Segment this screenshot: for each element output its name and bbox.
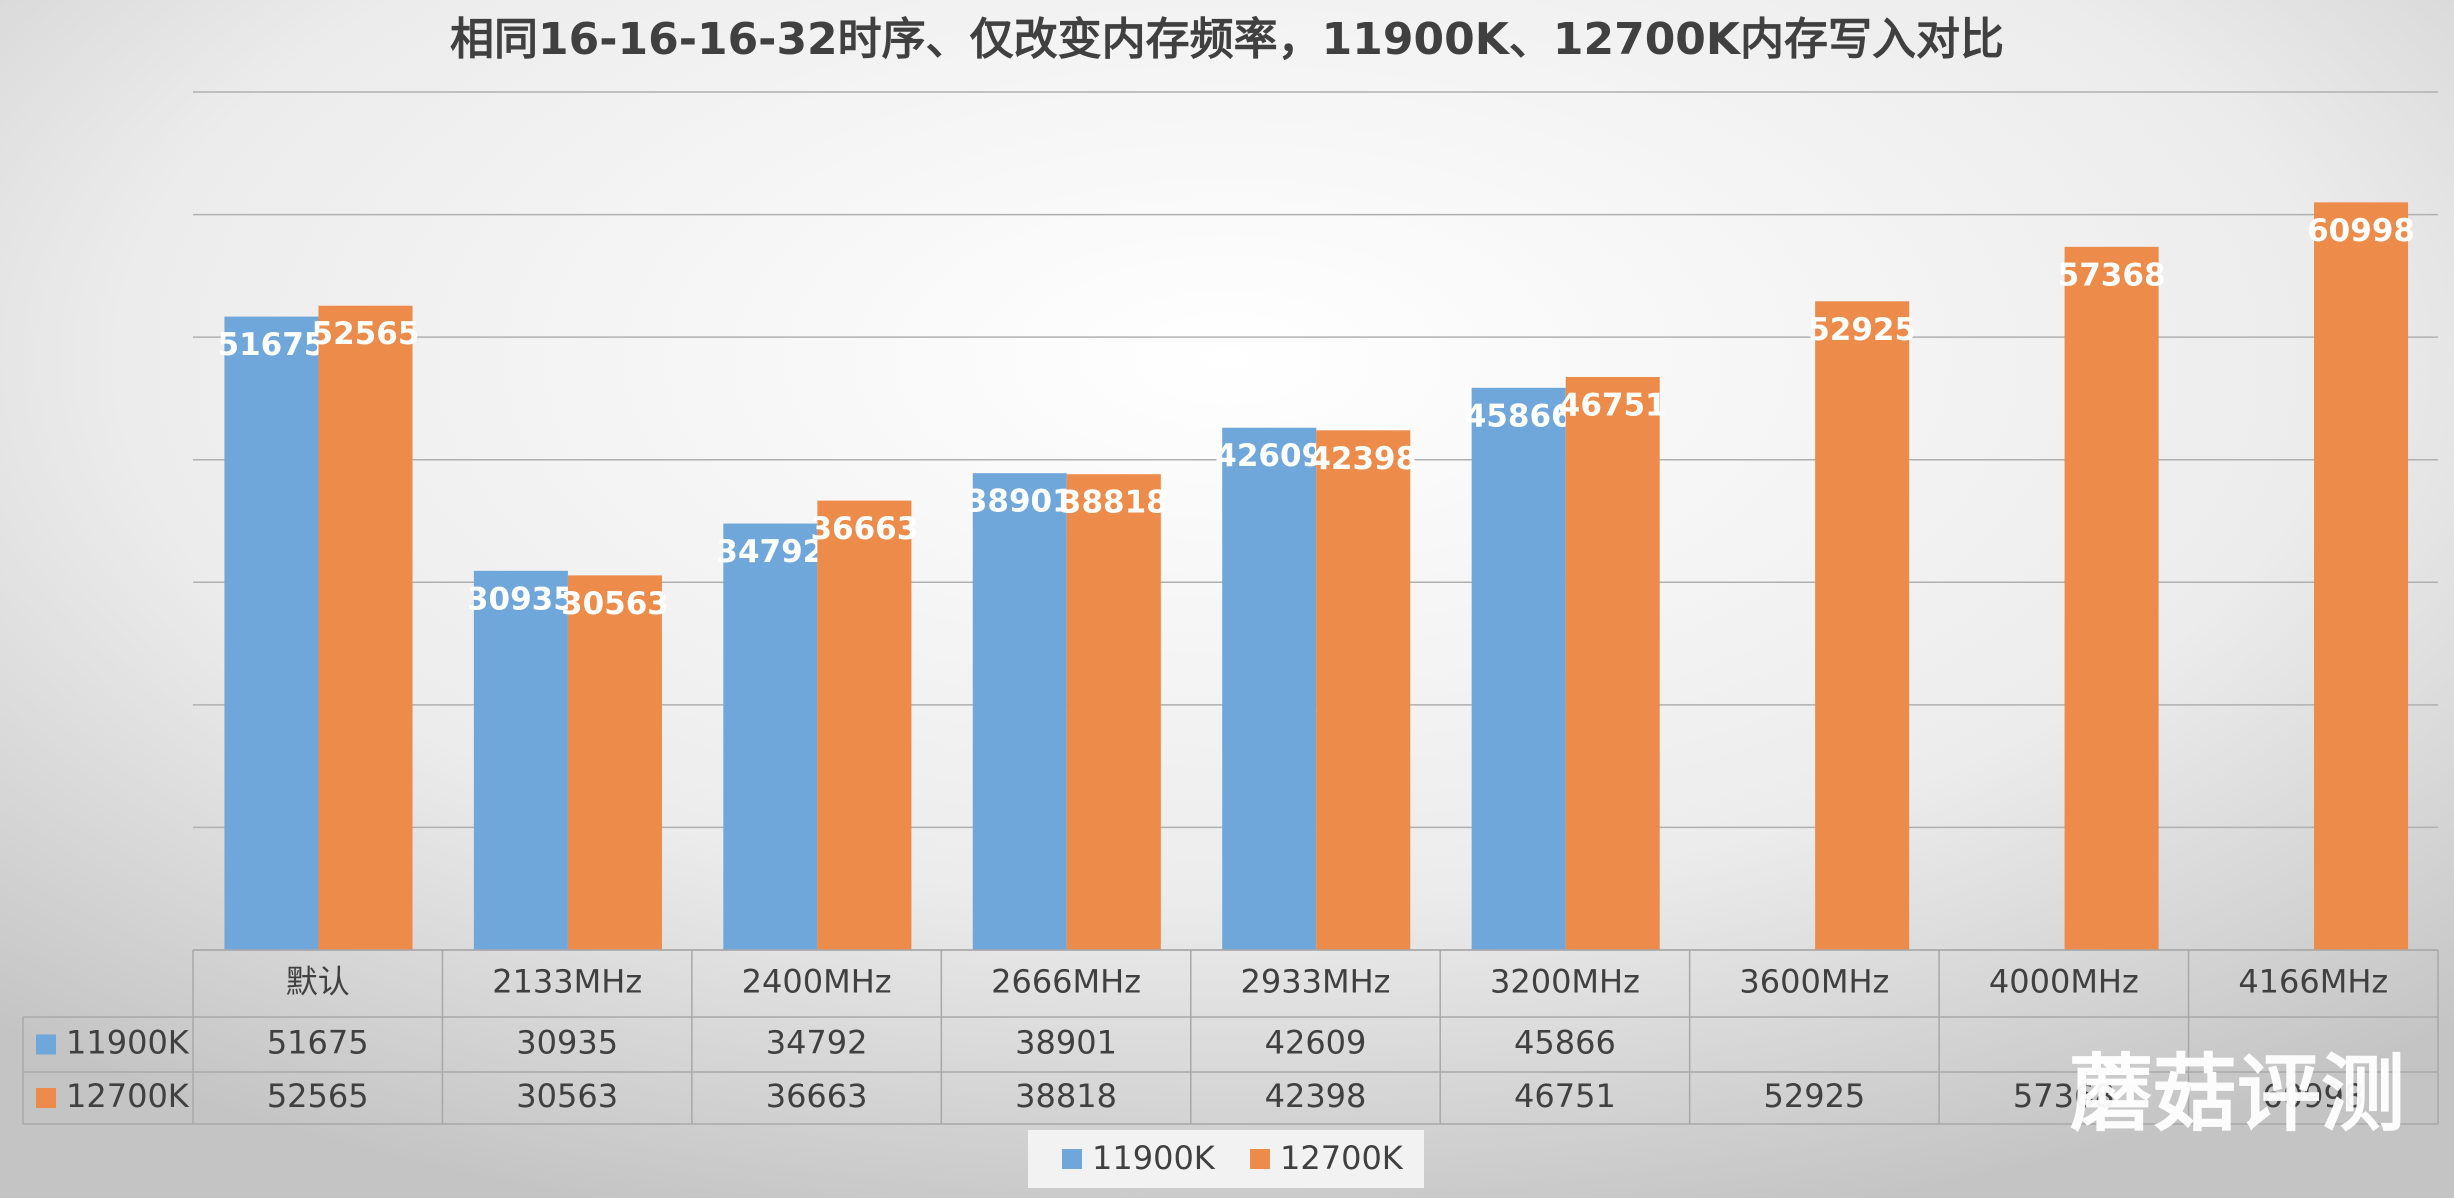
x-tick-label: 默认 [286,963,350,1001]
data-label: 51675 [218,327,326,363]
x-tick-label: 4166MHz [2238,963,2388,1001]
data-label: 30563 [561,586,669,622]
table-cell: 52925 [1763,1077,1865,1115]
x-tick-label: 2133MHz [492,963,642,1001]
table-cell: 42398 [1265,1077,1367,1115]
bar [1316,430,1411,950]
bar [1565,376,1660,950]
table-cell: 30563 [516,1077,618,1115]
x-tick-label: 3600MHz [1739,963,1889,1001]
bar [567,575,662,950]
data-label: 42609 [1215,438,1323,474]
data-label: 30935 [467,581,575,617]
table-row-label: 11900K [66,1024,190,1062]
table-cell: 42609 [1265,1024,1367,1062]
bar [972,473,1067,950]
chart-title: 相同16-16-16-32时序、仅改变内存频率，11900K、12700K内存写… [450,14,2004,65]
table-cell: 36663 [766,1077,868,1115]
bar [2314,202,2409,950]
watermark: 蘑菇评测 [2069,1045,2405,1143]
x-tick-label: 2400MHz [742,963,892,1001]
legend-key [1250,1149,1270,1169]
table-row-label: 12700K [66,1077,190,1115]
data-label: 36663 [810,511,918,547]
x-tick-label: 2666MHz [991,963,1141,1001]
bar [723,523,818,950]
table-legend-key [36,1088,56,1108]
legend-label: 12700K [1280,1139,1404,1177]
table-cell: 45866 [1514,1024,1616,1062]
table-cell: 52565 [267,1077,369,1115]
bar [473,570,568,950]
data-label: 46751 [1559,387,1667,423]
table-cell: 51675 [267,1024,369,1062]
table-cell: 38818 [1015,1077,1117,1115]
bar [2064,246,2159,951]
data-label: 45866 [1465,398,1573,434]
data-label: 34792 [716,534,824,570]
table-cell: 30935 [516,1024,618,1062]
data-label: 52925 [1808,312,1916,348]
legend-box [1028,1130,1424,1188]
data-label: 52565 [312,316,420,352]
bar [817,500,912,950]
x-tick-label: 4000MHz [1989,963,2139,1001]
data-label: 42398 [1309,441,1417,477]
table-cell: 46751 [1514,1077,1616,1115]
table-legend-key [36,1034,56,1055]
x-tick-label: 3200MHz [1490,963,1640,1001]
table-cell: 60998 [2262,1077,2364,1115]
table-cell: 38901 [1015,1024,1117,1062]
bar [318,305,413,951]
bar [1471,387,1566,951]
bar [224,316,319,950]
data-label: 60998 [2307,213,2415,249]
table-cell: 34792 [766,1024,868,1062]
data-label: 38901 [966,484,1074,520]
data-label: 57368 [2058,257,2166,293]
bar [1222,427,1317,950]
table-cell: 57368 [2013,1077,2115,1115]
x-tick-label: 2933MHz [1241,963,1391,1001]
legend-label: 11900K [1092,1139,1216,1177]
legend-key [1062,1149,1082,1169]
bar [1066,474,1161,950]
data-label: 38818 [1060,485,1168,521]
bar [1815,301,1910,950]
